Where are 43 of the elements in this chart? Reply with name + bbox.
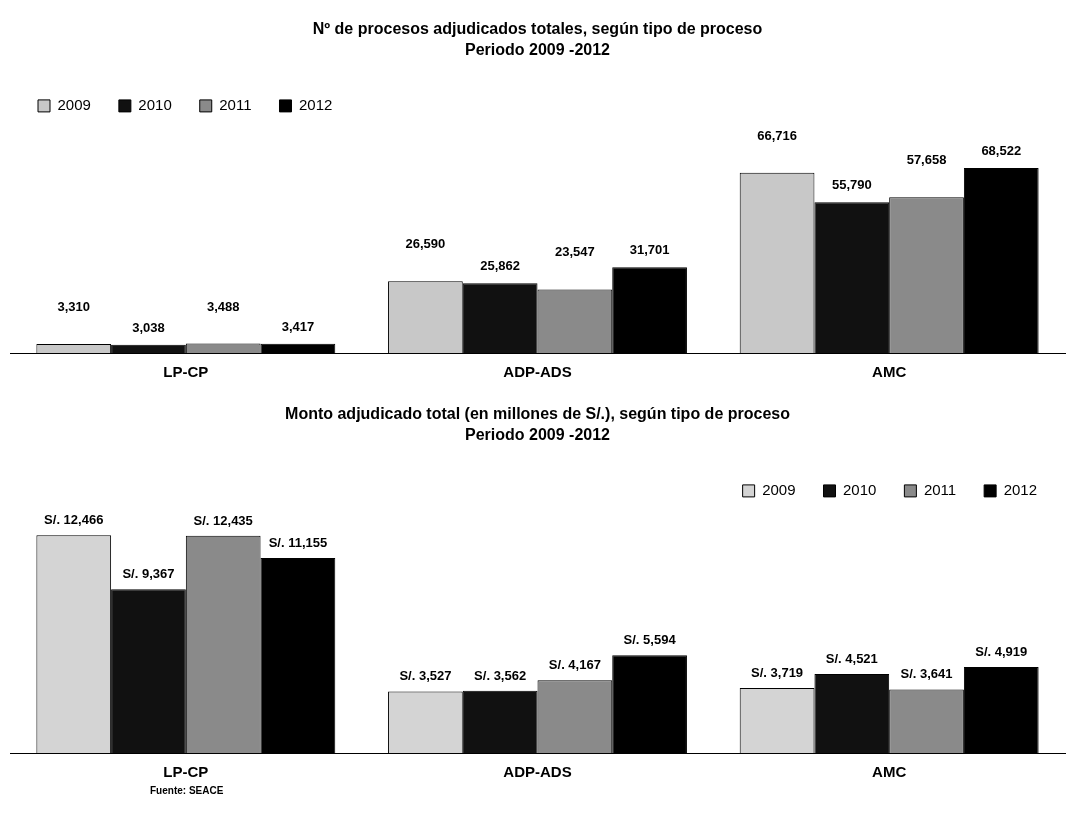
- data-label: S/. 9,367: [122, 566, 175, 582]
- legend-label: 2009: [57, 96, 91, 114]
- data-label: S/. 11,155: [268, 535, 328, 551]
- data-label: 3,310: [57, 299, 91, 315]
- data-label: 25,862: [480, 258, 521, 274]
- data-label: S/. 12,466: [44, 512, 104, 528]
- data-label: 55,790: [831, 177, 872, 193]
- data-label: 66,716: [757, 127, 797, 143]
- data-label: S/. 3,562: [474, 667, 527, 683]
- source-note: Fuente: SEACE: [150, 785, 225, 796]
- data-label: 31,701: [629, 242, 670, 258]
- data-label: S/. 3,719: [751, 665, 804, 681]
- data-label: S/. 3,641: [900, 666, 953, 682]
- x-tick-label: LP-CP: [163, 763, 209, 781]
- x-tick-label: ADP-ADS: [503, 763, 572, 781]
- x-tick-label: AMC: [872, 763, 907, 781]
- x-tick-label: LP-CP: [163, 363, 209, 381]
- chart-subtitle: Periodo 2009 -2012: [465, 426, 611, 444]
- legend-label: 2010: [843, 481, 877, 499]
- legend-label: 2011: [923, 481, 957, 499]
- data-label: S/. 5,594: [623, 632, 677, 648]
- legend-label: 2010: [138, 96, 172, 114]
- chart-title: Monto adjudicado total (en millones de S/.), según tipo de proceso: [285, 405, 791, 423]
- x-tick-label: AMC: [872, 363, 907, 381]
- data-label: S/. 12,435: [193, 512, 253, 528]
- data-label: 3,488: [206, 298, 240, 314]
- legend-label: 2012: [1003, 481, 1038, 499]
- data-label: 23,547: [554, 244, 595, 260]
- x-tick-label: ADP-ADS: [503, 363, 572, 381]
- legend-label: 2011: [219, 96, 252, 114]
- chart-title: Nº de procesos adjudicados totales, según tipo de proceso: [312, 20, 763, 38]
- data-label: 3,417: [281, 318, 315, 334]
- data-label: 57,658: [906, 152, 947, 168]
- data-label: S/. 4,167: [548, 657, 601, 673]
- data-label: S/. 4,521: [825, 651, 878, 667]
- data-label: 3,038: [132, 319, 165, 335]
- data-label: 68,522: [981, 142, 1022, 158]
- chart-subtitle: Periodo 2009 -2012: [465, 41, 611, 59]
- data-label: S/. 4,919: [975, 644, 1028, 660]
- legend-label: 2009: [762, 481, 796, 499]
- data-label: S/. 3,527: [399, 668, 452, 684]
- legend-label: 2012: [298, 96, 333, 114]
- data-label: 26,590: [405, 236, 446, 252]
